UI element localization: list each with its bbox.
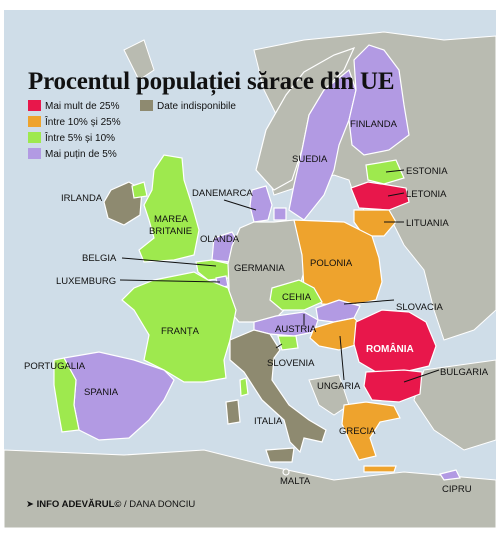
bulgaria-shape — [363, 369, 423, 403]
map-title: Procentul populației sărace din UE — [28, 68, 395, 95]
portugal-shape — [53, 357, 80, 433]
europe-map: Mai mult de 25% Între 10% și 25% Între 5… — [4, 10, 496, 528]
label-ungaria: UNGARIA — [317, 381, 361, 392]
label-olanda: OLANDA — [200, 234, 240, 245]
legend-label-3: Între 5% și 10% — [44, 131, 115, 144]
denmark-shape — [249, 185, 273, 223]
label-romania: ROMÂNIA — [366, 342, 414, 355]
crete-shape — [363, 465, 397, 473]
legend-label-2: Între 10% și 25% — [44, 115, 121, 128]
footer-credit: ➤ INFO ADEVĂRUL© / DANA DONCIU — [26, 499, 195, 510]
label-germania: GERMANIA — [234, 263, 285, 274]
label-slovacia: SLOVACIA — [396, 302, 443, 313]
label-estonia: ESTONIA — [406, 166, 448, 177]
label-grecia: GRECIA — [339, 426, 376, 437]
sicily-shape — [265, 447, 295, 463]
corsica-shape — [239, 377, 249, 397]
eu-countries — [53, 44, 461, 481]
romania-shape — [353, 309, 437, 373]
sardinia-shape — [225, 399, 241, 425]
label-polonia: POLONIA — [310, 258, 353, 269]
label-bulgaria: BULGARIA — [440, 367, 489, 378]
legend-swatch-3 — [28, 132, 41, 143]
label-portugalia: PORTUGALIA — [24, 361, 86, 372]
footer-author: / DANA DONCIU — [121, 499, 196, 510]
label-finlanda: FINLANDA — [350, 119, 398, 130]
label-belgia: BELGIA — [82, 253, 117, 264]
leader-lines — [119, 169, 440, 383]
legend-label-4: Mai puțin de 5% — [45, 149, 117, 160]
poland-shape — [293, 219, 383, 307]
sweden-shape — [288, 69, 357, 221]
map-frame: Mai mult de 25% Între 10% și 25% Între 5… — [4, 10, 496, 528]
label-italia: ITALIA — [254, 416, 283, 427]
slovenia-shape — [277, 335, 299, 351]
country-labels: IRLANDA MAREA BRITANIE DANEMARCA OLANDA … — [24, 119, 489, 495]
label-suedia: SUEDIA — [292, 154, 328, 165]
czech-shape — [269, 279, 323, 311]
legend-swatch-1 — [28, 100, 41, 111]
legend-label-1: Mai mult de 25% — [45, 101, 120, 112]
label-marea-britanie-2: BRITANIE — [149, 226, 192, 237]
denmark-island-shape — [273, 207, 287, 221]
malta-shape — [282, 468, 290, 476]
label-slovenia: SLOVENIA — [267, 358, 315, 369]
label-marea-britanie-1: MAREA — [154, 214, 188, 225]
cyprus-shape — [439, 469, 461, 481]
label-lituania: LITUANIA — [406, 218, 449, 229]
eagle-logo-icon: ➤ — [26, 499, 34, 510]
ireland-shape — [103, 181, 143, 226]
label-letonia: LETONIA — [406, 189, 447, 200]
legend-swatch-4 — [28, 148, 41, 159]
france-shape — [121, 271, 237, 383]
label-austria: AUSTRIA — [275, 324, 317, 335]
label-franta: FRANȚA — [161, 326, 200, 337]
label-luxemburg: LUXEMBURG — [56, 276, 116, 287]
footer-brand: INFO ADEVĂRUL© — [36, 499, 122, 510]
label-malta: MALTA — [280, 476, 311, 487]
legend-swatch-2 — [28, 116, 41, 127]
legend-swatch-5 — [140, 100, 153, 111]
greece-shape — [341, 401, 401, 461]
finland-shape — [348, 44, 410, 156]
label-spania: SPANIA — [84, 387, 119, 398]
legend-label-5: Date indisponibile — [157, 101, 236, 112]
label-danemarca: DANEMARCA — [192, 188, 253, 199]
label-cehia: CEHIA — [282, 292, 312, 303]
latvia-shape — [350, 181, 410, 211]
uk-ni-shape — [131, 181, 148, 199]
lithuania-shape — [353, 209, 397, 237]
estonia-shape — [365, 159, 405, 185]
italy-shape — [229, 329, 327, 454]
legend: Mai mult de 25% Între 10% și 25% Între 5… — [28, 100, 236, 160]
label-cipru: CIPRU — [442, 484, 472, 495]
norway-shape — [255, 46, 356, 191]
uk-shape — [138, 154, 200, 263]
label-irlanda: IRLANDA — [61, 193, 103, 204]
